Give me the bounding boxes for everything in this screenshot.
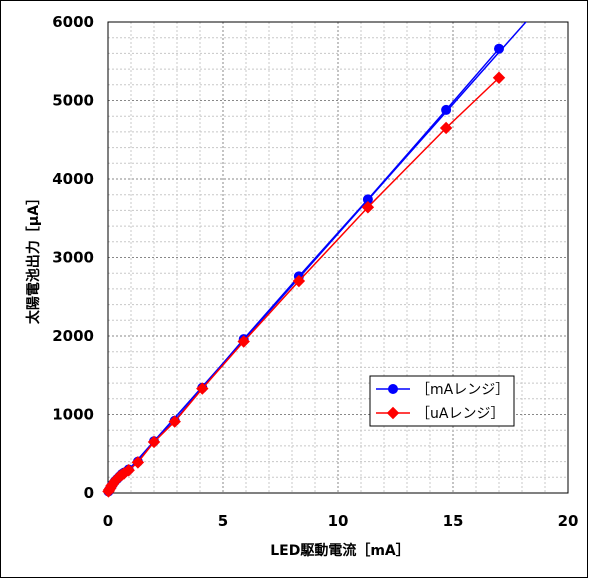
series-2 [102, 71, 506, 498]
x-tick-labels: 0 5 10 15 20 [103, 512, 579, 530]
data-point [131, 456, 145, 469]
series-layer [102, 22, 527, 498]
y-axis-title: 太陽電池出力［μA］ [25, 191, 42, 324]
series-1 [103, 43, 504, 497]
y-tick-label: 6000 [52, 13, 94, 31]
legend-items: ［mAレンジ］ ［uAレンジ］ [376, 382, 509, 422]
data-point [441, 104, 452, 115]
data-point [237, 335, 250, 348]
x-tick-label: 20 [558, 512, 579, 530]
series-line [107, 77, 500, 492]
data-point [494, 43, 504, 54]
x-tick-label: 0 [103, 512, 113, 530]
data-point [439, 121, 453, 135]
x-tick-label: 15 [443, 512, 464, 530]
y-tick-label: 4000 [52, 170, 94, 188]
y-tick-labels: 0 1000 2000 3000 4000 5000 6000 [52, 13, 94, 502]
y-tick-label: 0 [84, 484, 94, 502]
legend-marker [388, 384, 398, 394]
y-tick-label: 1000 [52, 406, 94, 424]
data-point [292, 274, 306, 288]
y-tick-label: 2000 [52, 327, 94, 345]
legend-marker [386, 406, 400, 420]
plot-border [107, 21, 569, 494]
legend-item: ［mAレンジ］ [376, 382, 509, 398]
data-point [196, 382, 209, 395]
legend-label: ［uAレンジ］ [416, 406, 504, 422]
legend: ［mAレンジ］ ［uAレンジ］ [369, 375, 515, 427]
trendline [108, 22, 527, 493]
data-point [168, 415, 181, 428]
y-tick-label: 3000 [52, 249, 94, 267]
data-point [147, 435, 161, 449]
legend-label: ［mAレンジ］ [416, 382, 509, 398]
data-point [492, 71, 506, 84]
x-tick-label: 5 [218, 512, 228, 530]
x-axis-title: LED駆動電流［mA］ [270, 542, 410, 559]
y-tick-label: 5000 [52, 92, 94, 110]
data-point [122, 464, 135, 477]
legend-item: ［uAレンジ］ [376, 406, 504, 422]
data-point [361, 201, 375, 214]
x-tick-label: 10 [328, 512, 349, 530]
